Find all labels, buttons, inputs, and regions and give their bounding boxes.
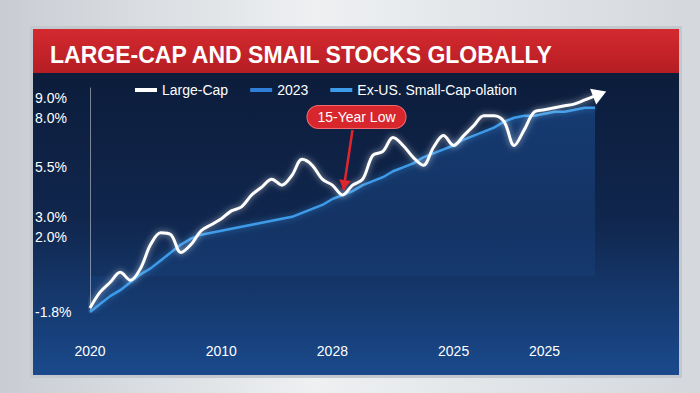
svg-text:8.0%: 8.0% [35, 110, 67, 126]
svg-text:2028: 2028 [317, 343, 348, 359]
svg-text:LARGE-CAP AND SMAIL STOCKS GLO: LARGE-CAP AND SMAIL STOCKS GLOBALLY [50, 42, 552, 68]
svg-text:-1.8%: -1.8% [35, 304, 72, 320]
svg-text:9.0%: 9.0% [35, 90, 67, 106]
svg-text:3.0%: 3.0% [35, 209, 67, 225]
svg-text:2023: 2023 [277, 82, 308, 98]
svg-text:2025: 2025 [438, 343, 469, 359]
svg-text:Ex-US. Small-Cap-olation: Ex-US. Small-Cap-olation [357, 82, 517, 98]
svg-text:2.0%: 2.0% [35, 229, 67, 245]
svg-text:Large-Cap: Large-Cap [162, 82, 228, 98]
svg-text:15-Year Low: 15-Year Low [317, 109, 396, 125]
svg-text:2025: 2025 [529, 343, 560, 359]
svg-text:2020: 2020 [74, 343, 105, 359]
svg-text:2010: 2010 [206, 343, 237, 359]
svg-text:5.5%: 5.5% [35, 159, 67, 175]
